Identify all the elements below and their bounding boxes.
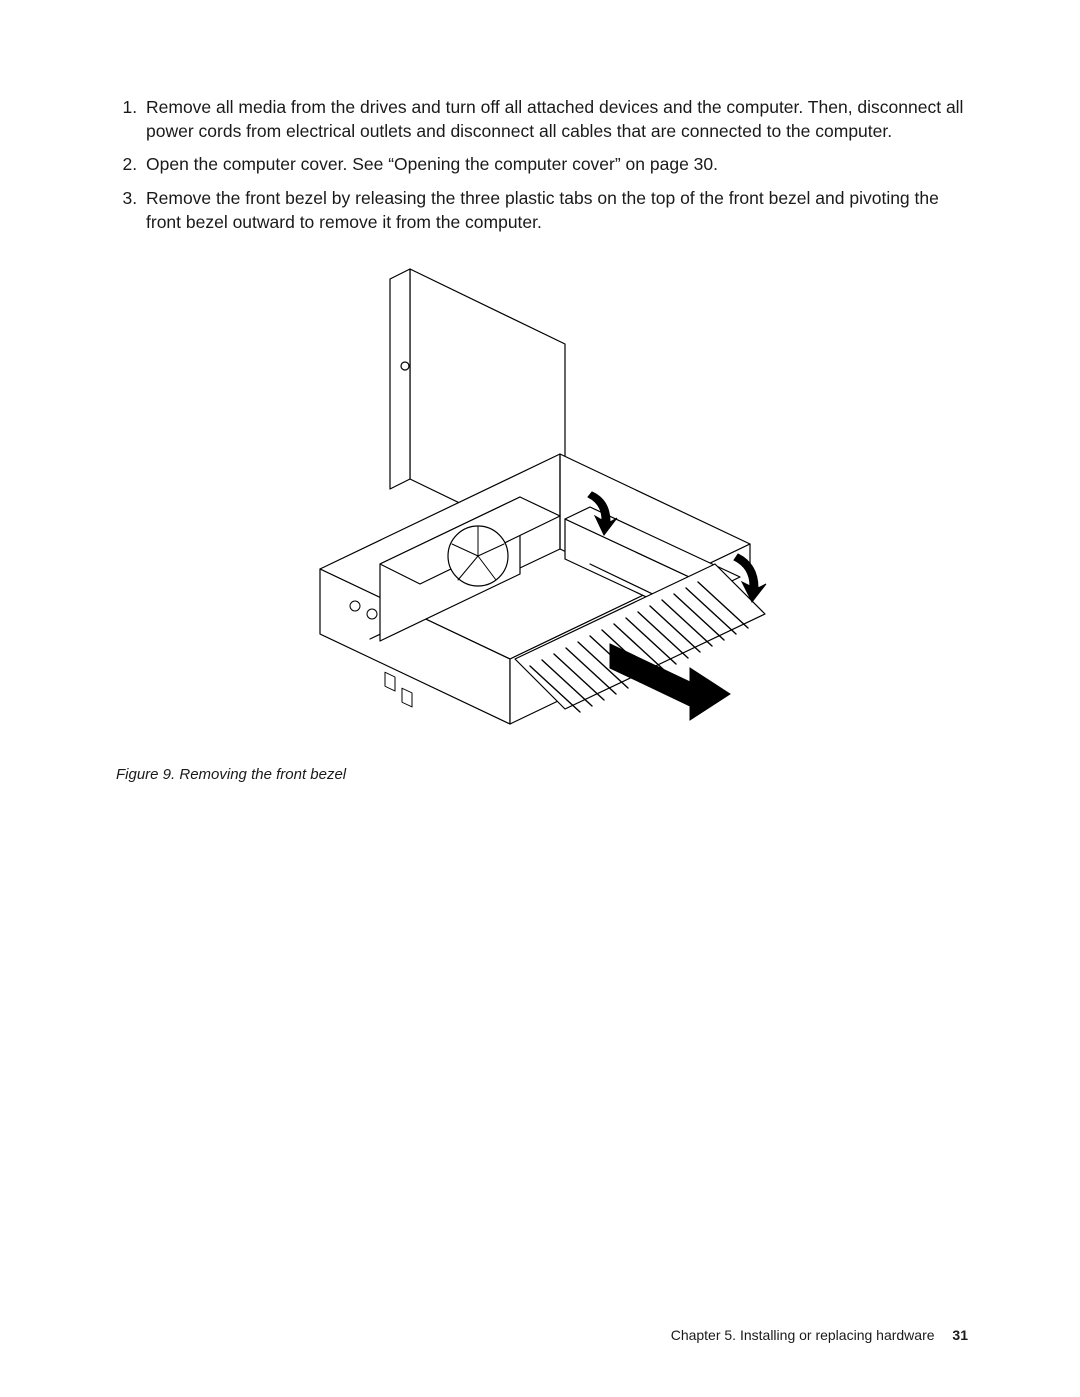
document-page: Remove all media from the drives and tur… — [0, 0, 1080, 1397]
instruction-step: Remove all media from the drives and tur… — [142, 96, 968, 143]
computer-bezel-removal-illustration — [260, 254, 820, 754]
footer-page-number: 31 — [952, 1327, 968, 1343]
footer-chapter-label: Chapter 5. — [671, 1327, 736, 1343]
page-footer: Chapter 5. Installing or replacing hardw… — [671, 1327, 968, 1343]
instruction-step: Remove the front bezel by releasing the … — [142, 187, 968, 234]
figure-block: Figure 9. Removing the front bezel — [112, 254, 968, 783]
instruction-text: Remove the front bezel by releasing the … — [146, 188, 939, 232]
figure-label: Figure 9. — [116, 766, 175, 783]
instruction-list: Remove all media from the drives and tur… — [112, 96, 968, 234]
figure-caption: Figure 9. Removing the front bezel — [116, 766, 968, 783]
footer-chapter-title: Installing or replacing hardware — [740, 1327, 935, 1343]
figure-title: Removing the front bezel — [179, 766, 346, 783]
instruction-step: Open the computer cover. See “Opening th… — [142, 153, 968, 177]
instruction-text: Remove all media from the drives and tur… — [146, 97, 963, 141]
instruction-text: Open the computer cover. See “Opening th… — [146, 154, 718, 174]
